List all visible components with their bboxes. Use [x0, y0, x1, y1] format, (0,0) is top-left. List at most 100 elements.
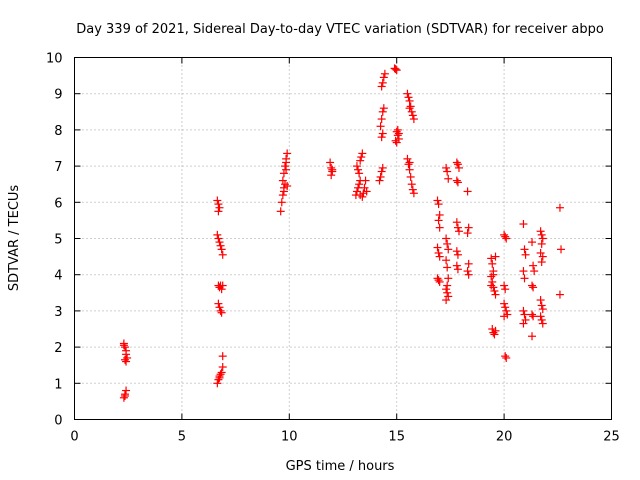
data-point [327, 171, 336, 180]
data-point [217, 285, 226, 294]
data-point [491, 326, 500, 335]
data-point [501, 352, 510, 361]
data-point [362, 187, 371, 196]
data-point [327, 163, 336, 172]
data-point [120, 343, 129, 352]
data-point [500, 230, 509, 239]
data-point [214, 234, 223, 243]
data-point [361, 176, 370, 185]
data-point [216, 241, 225, 250]
data-point [281, 180, 290, 189]
data-point [409, 189, 418, 198]
data-point [215, 203, 224, 212]
data-point [444, 274, 453, 283]
y-tick-label: 1 [54, 377, 62, 392]
y-tick-label: 4 [54, 269, 62, 284]
data-point [442, 256, 451, 265]
data-point [488, 259, 497, 268]
data-point [500, 312, 509, 321]
data-point [538, 252, 547, 261]
data-point [214, 299, 223, 308]
data-point [354, 165, 363, 174]
data-point [529, 283, 538, 292]
data-point [355, 169, 364, 178]
data-point [390, 64, 399, 73]
data-point [536, 248, 545, 257]
data-point [442, 285, 451, 294]
x-axis-label: GPS time / hours [286, 459, 395, 474]
data-point [501, 303, 510, 312]
y-tick-label: 0 [54, 414, 62, 429]
data-point [391, 65, 400, 74]
data-point [538, 319, 547, 328]
data-point [394, 129, 403, 138]
data-point [278, 176, 287, 185]
data-point [378, 129, 387, 138]
data-point [355, 180, 364, 189]
data-point [405, 96, 414, 105]
data-point [528, 332, 537, 341]
data-point [452, 218, 461, 227]
y-axis-label: SDTVAR / TECUs [7, 185, 22, 292]
data-point [442, 234, 451, 243]
y-tick-label: 2 [54, 341, 62, 356]
data-point [452, 176, 461, 185]
data-point [487, 281, 496, 290]
data-point [216, 306, 225, 315]
data-point [378, 78, 387, 87]
data-point [443, 288, 452, 297]
data-point [279, 187, 288, 196]
data-point [409, 115, 418, 124]
y-tick-label: 10 [46, 52, 63, 67]
data-point [464, 270, 473, 279]
data-point [443, 281, 452, 290]
data-point [377, 167, 386, 176]
data-point [434, 248, 443, 257]
data-point [434, 216, 443, 225]
data-points [119, 64, 566, 402]
data-point [119, 341, 128, 350]
data-point [283, 182, 292, 191]
data-point [406, 102, 415, 111]
data-point [537, 301, 546, 310]
data-point [502, 234, 511, 243]
data-point [537, 239, 546, 248]
data-point [452, 261, 461, 270]
data-point [213, 196, 222, 205]
data-point [537, 315, 546, 324]
y-tick-label: 9 [54, 88, 62, 103]
data-point [453, 160, 462, 169]
data-point [519, 306, 528, 315]
data-point [453, 250, 462, 259]
data-point [538, 234, 547, 243]
data-point [281, 162, 290, 171]
data-point [443, 239, 452, 248]
data-point [405, 158, 414, 167]
data-point [464, 223, 473, 232]
data-point [393, 125, 402, 134]
data-point [403, 154, 412, 163]
data-point [528, 310, 537, 319]
y-tick-label: 8 [54, 124, 62, 139]
data-point [521, 315, 530, 324]
data-point [487, 254, 496, 263]
data-point [490, 286, 499, 295]
data-point [555, 290, 564, 299]
x-tick-label: 10 [281, 430, 298, 445]
data-point [218, 352, 227, 361]
data-point [490, 330, 499, 339]
data-point [555, 203, 564, 212]
data-point [500, 299, 509, 308]
data-point [405, 165, 414, 174]
y-tick-label: 6 [54, 196, 62, 211]
data-point [433, 196, 442, 205]
data-point [213, 379, 222, 388]
grid [74, 57, 612, 420]
data-point [528, 238, 537, 247]
data-point [213, 230, 222, 239]
data-point [122, 386, 131, 395]
data-point [453, 265, 462, 274]
data-point [214, 207, 223, 216]
data-point [444, 292, 453, 301]
